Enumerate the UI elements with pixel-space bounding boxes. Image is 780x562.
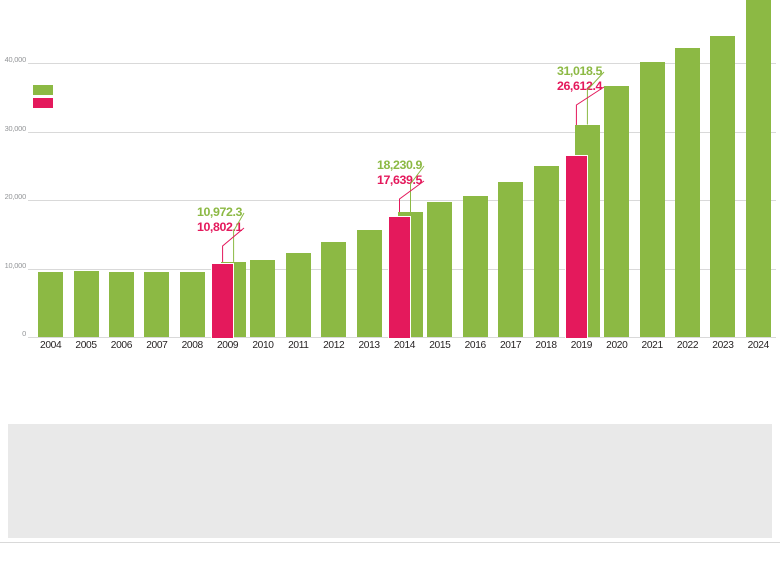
bar-annual-2010 bbox=[250, 260, 276, 337]
bar-presidential-2014 bbox=[388, 216, 411, 339]
x-axis-label-2005: 2005 bbox=[75, 340, 97, 351]
bar-annual-2013 bbox=[356, 230, 382, 337]
callout-2019: 31,018.5 26,612.4 bbox=[512, 64, 602, 93]
x-axis-label-2013: 2013 bbox=[358, 340, 380, 351]
x-axis-label-2009: 2009 bbox=[216, 340, 239, 351]
legend-swatch-green bbox=[33, 85, 53, 95]
x-axis-label-2006: 2006 bbox=[110, 340, 133, 351]
chart-legend bbox=[33, 85, 60, 111]
gridline-30000 bbox=[28, 131, 776, 133]
bar-annual-2016 bbox=[462, 195, 488, 337]
y-axis-tick-label: 10,000 bbox=[4, 260, 27, 270]
x-axis-label-2023: 2023 bbox=[712, 340, 734, 351]
x-axis-label-2017: 2017 bbox=[499, 340, 522, 351]
y-axis-tick-label: 30,000 bbox=[4, 123, 27, 133]
callout-2014: 18,230.9 17,639.5 bbox=[332, 158, 422, 187]
x-axis-label-2015: 2015 bbox=[429, 340, 451, 351]
bar-presidential-2019 bbox=[564, 154, 588, 339]
bar-annual-2005 bbox=[73, 271, 99, 337]
callout-2009: 10,972.3 10,802.1 bbox=[152, 205, 242, 234]
x-axis-label-2008: 2008 bbox=[181, 340, 204, 351]
x-axis-label-2014: 2014 bbox=[393, 340, 416, 351]
bar-annual-2023 bbox=[710, 35, 736, 337]
bar-annual-2008 bbox=[179, 271, 205, 337]
bar-annual-2024 bbox=[745, 0, 771, 337]
callout-value-presidential-2019: 26,612.4 bbox=[556, 78, 602, 93]
bar-annual-2015 bbox=[427, 202, 453, 337]
bar-annual-2004 bbox=[38, 272, 64, 337]
bar-annual-2012 bbox=[321, 242, 347, 337]
x-axis-label-2012: 2012 bbox=[323, 340, 345, 351]
callout-value-annual-2019: 31,018.5 bbox=[556, 64, 602, 78]
x-axis-label-2022: 2022 bbox=[676, 340, 699, 351]
callout-value-presidential-2014: 17,639.5 bbox=[376, 172, 422, 187]
callout-value-annual-2009: 10,972.3 bbox=[196, 205, 242, 219]
bar-annual-2011 bbox=[285, 252, 311, 337]
bar-annual-2006 bbox=[108, 271, 134, 337]
bar-annual-2018 bbox=[533, 166, 559, 337]
y-axis-tick-label: 0 bbox=[22, 329, 26, 338]
gridline-40000 bbox=[28, 63, 776, 64]
bar-annual-2022 bbox=[675, 47, 701, 337]
x-axis-label-2021: 2021 bbox=[641, 340, 664, 351]
x-axis-label-2004: 2004 bbox=[40, 340, 62, 351]
legend-swatch-red bbox=[33, 98, 53, 108]
bar-annual-2007 bbox=[144, 271, 170, 337]
x-axis-label-2024: 2024 bbox=[747, 340, 770, 351]
chart-plot-area: 0 10,000 20,000 30,000 40,000 2004 2005 2006 200… bbox=[4, 0, 776, 351]
x-axis-label-2011: 2011 bbox=[288, 340, 309, 351]
y-axis-tick-label: 40,000 bbox=[4, 55, 27, 64]
x-axis-label-2018: 2018 bbox=[535, 340, 557, 351]
bar-annual-2021 bbox=[639, 62, 665, 337]
bar-annual-2017 bbox=[498, 182, 524, 337]
x-axis-label-2007: 2007 bbox=[146, 340, 168, 351]
bar-presidential-2009 bbox=[211, 263, 235, 339]
legend-item-annual bbox=[33, 85, 60, 95]
x-axis-label-2010: 2010 bbox=[252, 340, 274, 351]
callout-value-annual-2014: 18,230.9 bbox=[376, 158, 422, 172]
callout-value-presidential-2009: 10,802.1 bbox=[196, 219, 242, 234]
x-axis-label-2020: 2020 bbox=[606, 340, 628, 351]
footer-divider bbox=[0, 542, 780, 543]
legend-item-presidential bbox=[33, 98, 60, 108]
y-axis-tick-label: 20,000 bbox=[4, 192, 27, 201]
x-axis-label-2016: 2016 bbox=[464, 340, 487, 351]
x-axis-label-2019: 2019 bbox=[570, 340, 593, 351]
presidents-panel bbox=[8, 424, 772, 538]
bar-annual-2020 bbox=[604, 85, 630, 337]
